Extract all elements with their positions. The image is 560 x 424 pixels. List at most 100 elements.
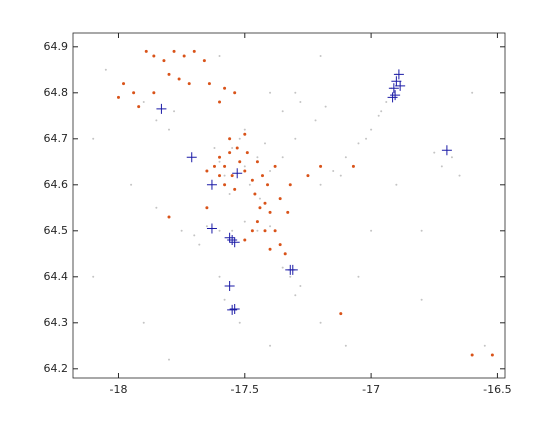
dot-marker (152, 91, 156, 95)
dot-marker (180, 229, 183, 232)
dot-marker (339, 312, 343, 316)
dot-marker (339, 174, 342, 177)
y-tick-label: 64.9 (44, 40, 69, 53)
x-tick-label: -17.5 (231, 383, 259, 396)
dot-marker (490, 353, 494, 357)
dot-marker (319, 55, 322, 57)
dot-marker (218, 55, 221, 57)
plus-marker (186, 152, 197, 163)
dot-marker (92, 137, 95, 140)
dot-marker (332, 170, 335, 172)
dot-marker (263, 201, 267, 205)
dot-marker (243, 132, 247, 136)
dot-marker (450, 156, 453, 159)
plus-marker (390, 90, 401, 101)
plus-marker (393, 69, 404, 80)
dot-marker (258, 197, 261, 200)
dot-marker (218, 229, 221, 232)
dot-marker (286, 210, 290, 214)
dot-marker (230, 174, 234, 178)
dot-marker (250, 229, 254, 233)
dot-marker (213, 147, 216, 149)
dot-marker (142, 321, 145, 324)
dot-marker (255, 160, 259, 164)
dot-marker (370, 229, 373, 232)
y-tick-label: 64.3 (44, 316, 69, 329)
dot-marker (470, 353, 474, 357)
dot-marker (289, 275, 292, 278)
dot-marker (471, 91, 474, 94)
dot-marker (238, 321, 241, 324)
dot-marker (202, 59, 206, 63)
dot-marker (306, 174, 310, 178)
dot-marker (269, 225, 272, 228)
x-tick-label: -16.5 (483, 383, 511, 396)
dot-marker (187, 82, 191, 86)
dot-marker (245, 151, 249, 155)
dot-marker (205, 169, 209, 173)
dot-marker (122, 82, 126, 86)
dot-marker (173, 110, 176, 113)
dot-marker (258, 206, 262, 210)
dot-marker (223, 174, 226, 177)
dot-marker (253, 192, 257, 196)
plus-marker (224, 281, 235, 291)
dot-marker (233, 187, 237, 191)
dot-marker (155, 119, 158, 122)
dot-marker (269, 91, 272, 94)
dot-marker (212, 164, 216, 168)
dot-marker (162, 59, 166, 63)
dot-marker (198, 243, 201, 246)
dot-marker (370, 128, 373, 131)
x-tick-label: -18 (109, 383, 127, 396)
dot-marker (351, 164, 355, 168)
dot-marker (250, 178, 254, 182)
dot-marker (233, 91, 237, 95)
dot-marker (377, 114, 380, 117)
dot-marker (380, 110, 383, 113)
dot-marker (299, 285, 302, 287)
dot-marker (218, 275, 221, 278)
dot-marker (228, 151, 232, 155)
y-tick-label: 64.7 (44, 132, 69, 145)
dot-marker (137, 105, 141, 109)
dot-marker (260, 174, 264, 178)
dot-marker (268, 247, 272, 251)
dot-marker (299, 101, 302, 103)
dot-marker (357, 275, 360, 278)
dot-marker (144, 49, 148, 53)
dot-marker (182, 54, 186, 58)
dot-marker (155, 206, 158, 209)
dot-marker (288, 183, 292, 187)
dot-marker (256, 229, 259, 232)
dot-marker (281, 266, 284, 269)
dot-marker (273, 229, 277, 233)
plus-marker (224, 232, 235, 243)
dot-marker (458, 174, 461, 177)
dot-marker (344, 156, 347, 159)
dot-marker (319, 321, 322, 324)
dot-marker (223, 86, 227, 90)
dot-marker (92, 275, 95, 278)
dot-marker (395, 183, 398, 186)
plus-marker (206, 179, 217, 190)
y-tick-label: 64.2 (44, 362, 69, 375)
dot-marker (263, 229, 267, 233)
dot-marker (294, 294, 297, 297)
axes-box (72, 32, 506, 379)
dot-marker (268, 210, 272, 214)
dot-marker (420, 298, 423, 301)
dot-marker (294, 137, 297, 140)
dot-marker (104, 68, 107, 71)
plus-marker (287, 264, 298, 275)
dot-marker (294, 91, 297, 94)
dot-marker (324, 105, 327, 108)
dot-marker (238, 137, 241, 140)
plus-marker (229, 237, 240, 248)
dot-marker (255, 220, 259, 224)
dot-marker (231, 147, 234, 149)
dot-marker (132, 91, 136, 95)
dot-marker (278, 197, 282, 201)
